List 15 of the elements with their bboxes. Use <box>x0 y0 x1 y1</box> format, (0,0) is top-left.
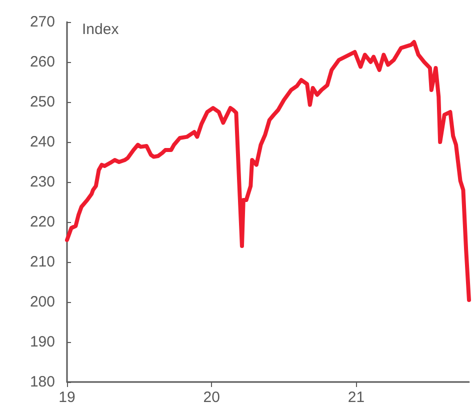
y-tick-label: 240 <box>30 134 55 150</box>
line-series <box>65 40 471 302</box>
y-tick-label: 270 <box>30 14 55 30</box>
y-tick-label: 180 <box>30 374 55 390</box>
y-tick-label: 220 <box>30 214 55 230</box>
y-axis-title: Index <box>82 21 120 38</box>
x-tick-label: 21 <box>348 389 365 406</box>
y-tick-label: 230 <box>30 174 55 190</box>
y-tick-label: 200 <box>30 294 55 310</box>
y-tick-label: 250 <box>30 94 55 110</box>
y-tick-label: 260 <box>30 54 55 70</box>
y-tick-label: 190 <box>30 334 55 350</box>
y-tick-label: 210 <box>30 254 55 270</box>
x-tick-label: 19 <box>58 389 76 406</box>
x-tick-label: 20 <box>203 389 220 406</box>
